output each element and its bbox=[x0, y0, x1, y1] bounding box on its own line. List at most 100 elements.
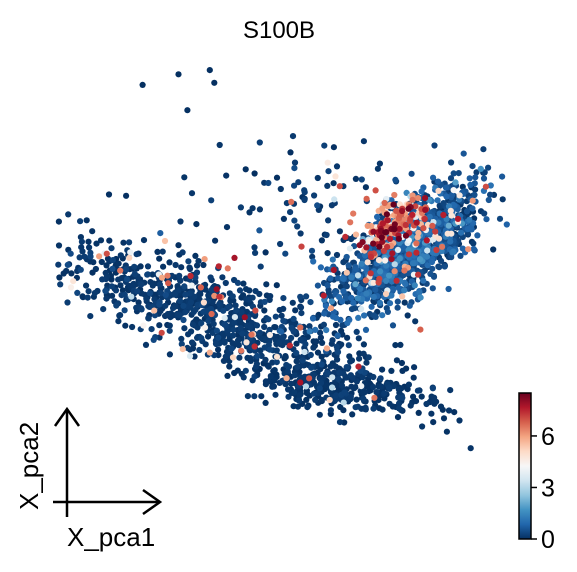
scatter-point bbox=[304, 404, 311, 411]
scatter-point bbox=[334, 349, 342, 356]
scatter-point bbox=[415, 409, 422, 416]
x-axis-arrow-head bbox=[142, 488, 163, 516]
scatter-point bbox=[286, 342, 293, 349]
scatter-point bbox=[207, 274, 214, 281]
scatter-point bbox=[149, 282, 156, 289]
scatter-point bbox=[329, 256, 336, 263]
scatter-point bbox=[208, 286, 215, 293]
scatter-point bbox=[429, 265, 436, 272]
scatter-point bbox=[175, 242, 182, 249]
scatter-point bbox=[123, 192, 130, 199]
scatter-point bbox=[409, 192, 416, 199]
scatter-point bbox=[320, 292, 327, 299]
scatter-point bbox=[262, 399, 269, 406]
scatter-point bbox=[394, 414, 402, 421]
scatter-point bbox=[211, 79, 218, 86]
scatter-point bbox=[308, 364, 315, 371]
scatter-point bbox=[327, 407, 334, 414]
scatter-point bbox=[370, 293, 377, 300]
scatter-point bbox=[233, 307, 240, 314]
scatter-point bbox=[282, 353, 289, 360]
scatter-point bbox=[390, 201, 397, 208]
scatter-point bbox=[384, 243, 391, 250]
scatter-point bbox=[354, 295, 361, 302]
scatter-point bbox=[405, 205, 412, 212]
scatter-point bbox=[157, 308, 164, 315]
scatter-point bbox=[364, 259, 371, 266]
scatter-point bbox=[352, 231, 360, 238]
scatter-point bbox=[445, 407, 453, 414]
scatter-point bbox=[288, 198, 295, 205]
scatter-point bbox=[253, 363, 260, 370]
scatter-point bbox=[301, 348, 308, 356]
scatter-point bbox=[129, 323, 136, 331]
scatter-point bbox=[464, 226, 471, 233]
scatter-point bbox=[116, 312, 123, 319]
colorbar-gradient bbox=[518, 392, 532, 540]
scatter-point bbox=[192, 252, 199, 259]
scatter-point bbox=[307, 351, 314, 359]
scatter-point bbox=[348, 306, 356, 313]
scatter-point bbox=[360, 395, 367, 402]
scatter-point bbox=[415, 229, 422, 236]
scatter-point bbox=[353, 328, 360, 335]
scatter-point bbox=[240, 280, 247, 287]
scatter-point bbox=[277, 240, 284, 248]
scatter-point bbox=[348, 274, 355, 281]
scatter-point bbox=[265, 363, 272, 370]
scatter-point bbox=[177, 218, 184, 225]
scatter-point bbox=[121, 291, 128, 298]
scatter-point bbox=[487, 191, 494, 198]
scatter-point bbox=[331, 196, 338, 203]
scatter-point bbox=[216, 293, 223, 300]
scatter-point bbox=[200, 261, 207, 269]
scatter-point bbox=[285, 386, 292, 393]
scatter-point bbox=[192, 274, 199, 281]
scatter-point bbox=[347, 393, 354, 400]
scatter-point bbox=[150, 336, 157, 343]
scatter-point bbox=[370, 240, 377, 247]
scatter-point bbox=[115, 276, 122, 283]
scatter-point bbox=[328, 298, 335, 305]
scatter-point bbox=[181, 283, 188, 290]
scatter-point bbox=[266, 331, 273, 339]
scatter-point bbox=[193, 269, 201, 276]
scatter-point bbox=[343, 269, 350, 276]
scatter-point bbox=[91, 289, 98, 297]
scatter-point bbox=[389, 285, 396, 292]
scatter-point bbox=[399, 394, 406, 401]
scatter-point bbox=[352, 281, 359, 288]
scatter-point bbox=[135, 299, 142, 306]
scatter-point bbox=[232, 302, 239, 309]
scatter-point bbox=[352, 266, 360, 273]
scatter-point bbox=[318, 361, 325, 368]
scatter-point bbox=[197, 284, 204, 291]
scatter-point bbox=[367, 253, 375, 260]
scatter-point bbox=[201, 256, 208, 263]
scatter-point bbox=[158, 329, 165, 336]
scatter-point bbox=[429, 222, 436, 229]
scatter-point bbox=[465, 246, 472, 253]
scatter-point bbox=[336, 183, 343, 190]
scatter-point bbox=[194, 324, 201, 331]
scatter-point bbox=[262, 356, 269, 363]
scatter-point bbox=[298, 243, 305, 250]
scatter-point bbox=[105, 191, 113, 198]
scatter-point bbox=[262, 378, 269, 385]
scatter-point bbox=[415, 271, 422, 278]
scatter-point bbox=[343, 364, 350, 371]
scatter-point bbox=[327, 275, 334, 282]
scatter-point bbox=[435, 219, 442, 226]
scatter-point bbox=[470, 240, 477, 247]
scatter-point bbox=[356, 355, 363, 362]
scatter-point bbox=[463, 208, 471, 215]
scatter-point bbox=[385, 384, 393, 391]
scatter-point bbox=[248, 331, 255, 338]
scatter-point bbox=[379, 406, 386, 413]
scatter-point bbox=[307, 299, 314, 306]
scatter-point bbox=[434, 197, 441, 204]
scatter-point bbox=[128, 293, 135, 300]
scatter-point bbox=[196, 346, 203, 354]
scatter-point bbox=[77, 218, 84, 225]
scatter-point bbox=[350, 210, 357, 217]
